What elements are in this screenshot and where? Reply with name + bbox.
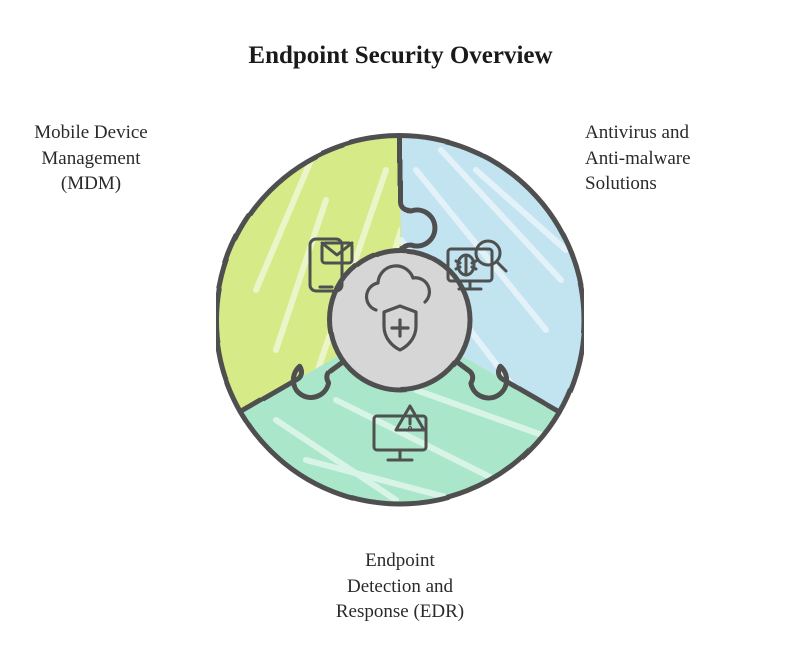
puzzle-donut-chart xyxy=(216,110,584,530)
label-text: Mobile DeviceManagement(MDM) xyxy=(34,122,147,194)
label-text: EndpointDetection andResponse (EDR) xyxy=(336,550,464,622)
segment-label-mdm: Mobile DeviceManagement(MDM) xyxy=(1,120,181,197)
label-text: Antivirus andAnti-malwareSolutions xyxy=(585,122,691,194)
segment-label-edr: EndpointDetection andResponse (EDR) xyxy=(300,548,500,625)
segment-label-av: Antivirus andAnti-malwareSolutions xyxy=(585,120,775,197)
page-title: Endpoint Security Overview xyxy=(0,42,801,70)
